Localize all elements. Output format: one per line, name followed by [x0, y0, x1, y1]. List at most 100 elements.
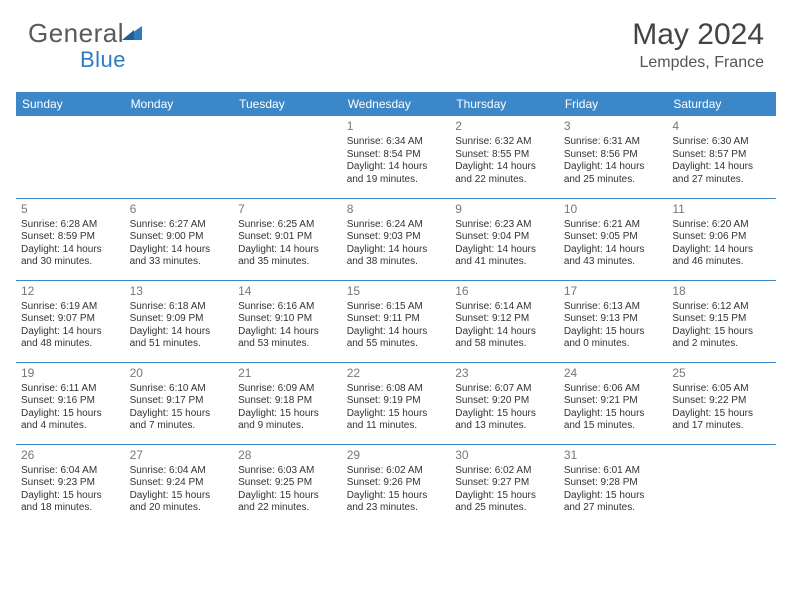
calendar-cell: 5 Sunrise: 6:28 AMSunset: 8:59 PMDaylight… [16, 198, 125, 280]
daylight-line: Daylight: 15 hours and 22 minutes. [238, 490, 337, 515]
calendar-cell: 8Sunrise: 6:24 AMSunset: 9:03 PMDaylight… [342, 198, 451, 280]
sunset-line: Sunset: 9:27 PM [455, 477, 554, 490]
calendar-cell: 23Sunrise: 6:07 AMSunset: 9:20 PMDayligh… [450, 362, 559, 444]
calendar-cell: 25Sunrise: 6:05 AMSunset: 9:22 PMDayligh… [667, 362, 776, 444]
sunrise-line: Sunrise: 6:18 AM [130, 301, 229, 314]
sunset-line: Sunset: 8:54 PM [347, 149, 446, 162]
calendar-cell: 30Sunrise: 6:02 AMSunset: 9:27 PMDayligh… [450, 444, 559, 526]
daylight-line: Daylight: 14 hours and 35 minutes. [238, 244, 337, 269]
daylight-line: Daylight: 15 hours and 25 minutes. [455, 490, 554, 515]
sunrise-line: Sunrise: 6:28 AM [21, 219, 120, 232]
day-number: 26 [21, 448, 120, 463]
calendar-row: 26Sunrise: 6:04 AMSunset: 9:23 PMDayligh… [16, 444, 776, 526]
day-number: 27 [130, 448, 229, 463]
calendar-cell: 19Sunrise: 6:11 AMSunset: 9:16 PMDayligh… [16, 362, 125, 444]
calendar-cell: 13 Sunrise: 6:18 AMSunset: 9:09 PMDayligh… [125, 280, 234, 362]
sunrise-line: Sunrise: 6:04 AM [130, 465, 229, 478]
sunset-line: Sunset: 8:57 PM [672, 149, 771, 162]
sunset-line: Sunset: 9:19 PM [347, 395, 446, 408]
calendar-body: 1Sunrise: 6:34 AMSunset: 8:54 PMDaylight… [16, 116, 776, 526]
daylight-line: Daylight: 15 hours and 18 minutes. [21, 490, 120, 515]
sunset-line: Sunset: 8:59 PM [21, 231, 120, 244]
daylight-line: Daylight: 15 hours and 2 minutes. [672, 326, 771, 351]
sunrise-line: Sunrise: 6:02 AM [347, 465, 446, 478]
day-number: 5 [21, 202, 120, 217]
sunrise-line: Sunrise: 6:30 AM [672, 136, 771, 149]
daylight-line: Daylight: 15 hours and 15 minutes. [564, 408, 663, 433]
weekday-header: Wednesday [342, 92, 451, 116]
calendar-cell: 6Sunrise: 6:27 AMSunset: 9:00 PMDaylight… [125, 198, 234, 280]
sunset-line: Sunset: 9:11 PM [347, 313, 446, 326]
sunrise-line: Sunrise: 6:25 AM [238, 219, 337, 232]
logo-part2: Blue [80, 47, 126, 72]
daylight-line: Daylight: 15 hours and 4 minutes. [21, 408, 120, 433]
daylight-line: Daylight: 14 hours and 48 minutes. [21, 326, 120, 351]
sunrise-line: Sunrise: 6:08 AM [347, 383, 446, 396]
calendar-cell: 14Sunrise: 6:16 AMSunset: 9:10 PMDayligh… [233, 280, 342, 362]
calendar-cell: 27Sunrise: 6:04 AMSunset: 9:24 PMDayligh… [125, 444, 234, 526]
day-number: 17 [564, 284, 663, 299]
sunrise-line: Sunrise: 6:01 AM [564, 465, 663, 478]
logo: General Blue [28, 18, 142, 80]
calendar-row: 1Sunrise: 6:34 AMSunset: 8:54 PMDaylight… [16, 116, 776, 198]
day-number: 31 [564, 448, 663, 463]
calendar-cell: 9Sunrise: 6:23 AMSunset: 9:04 PMDaylight… [450, 198, 559, 280]
sunset-line: Sunset: 9:04 PM [455, 231, 554, 244]
daylight-line: Daylight: 14 hours and 51 minutes. [130, 326, 229, 351]
sunset-line: Sunset: 9:20 PM [455, 395, 554, 408]
sunset-line: Sunset: 9:12 PM [455, 313, 554, 326]
sunset-line: Sunset: 9:09 PM [130, 313, 229, 326]
calendar-row: 12Sunrise: 6:19 AMSunset: 9:07 PMDayligh… [16, 280, 776, 362]
daylight-line: Daylight: 14 hours and 53 minutes. [238, 326, 337, 351]
calendar-cell [125, 116, 234, 198]
sunrise-line: Sunrise: 6:09 AM [238, 383, 337, 396]
daylight-line: Daylight: 14 hours and 27 minutes. [672, 161, 771, 186]
sunset-line: Sunset: 9:17 PM [130, 395, 229, 408]
daylight-line: Daylight: 14 hours and 38 minutes. [347, 244, 446, 269]
daylight-line: Daylight: 15 hours and 17 minutes. [672, 408, 771, 433]
day-number: 24 [564, 366, 663, 381]
daylight-line: Daylight: 14 hours and 19 minutes. [347, 161, 446, 186]
daylight-line: Daylight: 14 hours and 43 minutes. [564, 244, 663, 269]
logo-text: General Blue [28, 18, 142, 80]
calendar-cell: 4Sunrise: 6:30 AMSunset: 8:57 PMDaylight… [667, 116, 776, 198]
calendar-cell [233, 116, 342, 198]
sunrise-line: Sunrise: 6:13 AM [564, 301, 663, 314]
day-number: 13 [130, 284, 229, 299]
sunset-line: Sunset: 9:03 PM [347, 231, 446, 244]
logo-triangle-icon [122, 18, 142, 49]
sunset-line: Sunset: 9:22 PM [672, 395, 771, 408]
weekday-header: Friday [559, 92, 668, 116]
calendar-cell: 17Sunrise: 6:13 AMSunset: 9:13 PMDayligh… [559, 280, 668, 362]
calendar-cell: 3Sunrise: 6:31 AMSunset: 8:56 PMDaylight… [559, 116, 668, 198]
calendar-cell [667, 444, 776, 526]
sunrise-line: Sunrise: 6:20 AM [672, 219, 771, 232]
calendar-cell: 21Sunrise: 6:09 AMSunset: 9:18 PMDayligh… [233, 362, 342, 444]
day-number: 23 [455, 366, 554, 381]
weekday-header: Sunday [16, 92, 125, 116]
daylight-line: Daylight: 15 hours and 13 minutes. [455, 408, 554, 433]
daylight-line: Daylight: 15 hours and 23 minutes. [347, 490, 446, 515]
logo-part1: General [28, 18, 124, 48]
calendar-cell [16, 116, 125, 198]
calendar-cell: 10Sunrise: 6:21 AMSunset: 9:05 PMDayligh… [559, 198, 668, 280]
day-number: 6 [130, 202, 229, 217]
sunset-line: Sunset: 9:06 PM [672, 231, 771, 244]
calendar-row: 19Sunrise: 6:11 AMSunset: 9:16 PMDayligh… [16, 362, 776, 444]
daylight-line: Daylight: 15 hours and 20 minutes. [130, 490, 229, 515]
sunrise-line: Sunrise: 6:05 AM [672, 383, 771, 396]
daylight-line: Daylight: 14 hours and 58 minutes. [455, 326, 554, 351]
day-number: 8 [347, 202, 446, 217]
calendar-cell: 11Sunrise: 6:20 AMSunset: 9:06 PMDayligh… [667, 198, 776, 280]
day-number: 11 [672, 202, 771, 217]
sunset-line: Sunset: 9:25 PM [238, 477, 337, 490]
sunset-line: Sunset: 9:15 PM [672, 313, 771, 326]
daylight-line: Daylight: 14 hours and 25 minutes. [564, 161, 663, 186]
calendar-cell: 26Sunrise: 6:04 AMSunset: 9:23 PMDayligh… [16, 444, 125, 526]
calendar-cell: 31Sunrise: 6:01 AMSunset: 9:28 PMDayligh… [559, 444, 668, 526]
daylight-line: Daylight: 14 hours and 30 minutes. [21, 244, 120, 269]
calendar-cell: 12Sunrise: 6:19 AMSunset: 9:07 PMDayligh… [16, 280, 125, 362]
day-number: 10 [564, 202, 663, 217]
sunset-line: Sunset: 9:01 PM [238, 231, 337, 244]
daylight-line: Daylight: 15 hours and 9 minutes. [238, 408, 337, 433]
